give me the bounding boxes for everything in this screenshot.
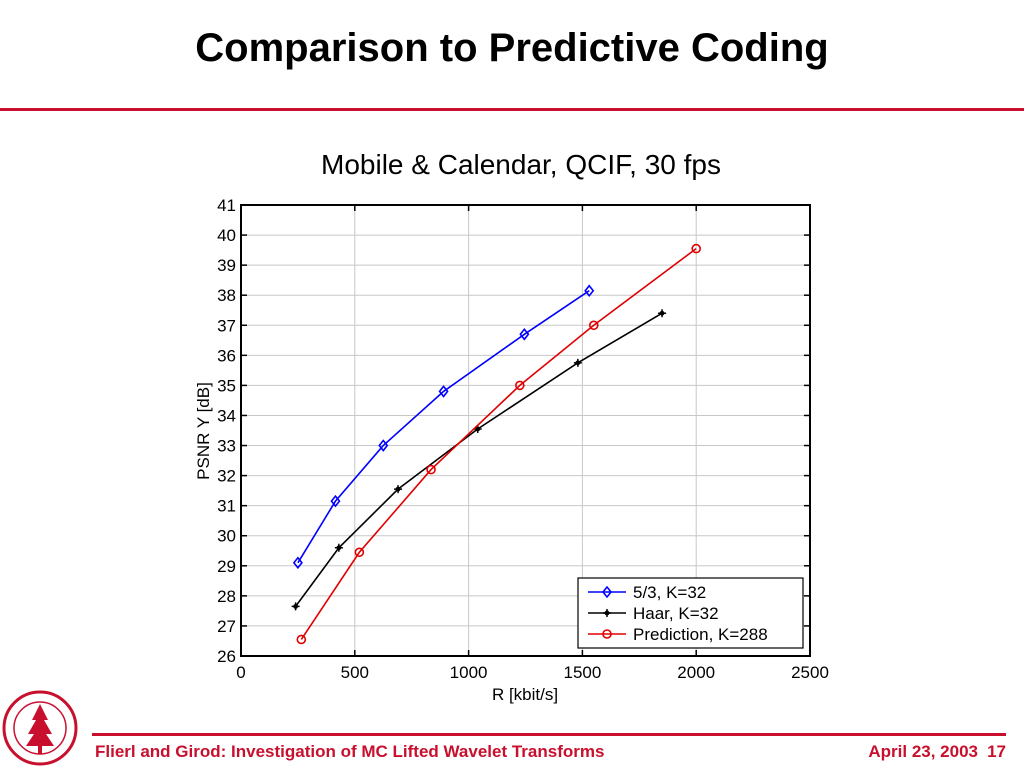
footer-divider [92,733,1006,736]
series-1 [292,284,595,570]
y-tick-label: 41 [217,196,236,215]
footer-left-text: Flierl and Girod: Investigation of MC Li… [95,742,605,761]
series-line [300,247,697,640]
x-tick-label: 2500 [791,663,829,682]
diamond-marker [330,494,341,508]
stanford-seal-icon [2,690,78,766]
plot-frame [240,204,811,657]
y-tick-label: 36 [217,346,236,365]
page-number: 17 [987,742,1006,761]
x-tick-label: 500 [341,663,369,682]
x-tick-label: 1500 [563,663,601,682]
x-axis-label: R [kbit/s] [492,685,558,704]
diamond-marker [519,328,530,341]
y-tick-label: 33 [217,437,236,456]
title-divider [0,108,1024,111]
y-tick-label: 27 [217,617,236,636]
y-tick-label: 39 [217,256,236,275]
y-tick-label: 31 [217,497,236,516]
circle-marker [296,634,307,645]
y-tick-label: 38 [217,286,236,305]
diamond-marker [292,556,303,570]
y-tick-label: 35 [217,376,236,395]
y-tick-label: 32 [217,467,236,486]
diamond-marker [378,439,389,452]
x-tick-label: 0 [236,663,245,682]
circle-marker [691,243,702,254]
legend-label: Haar, K=32 [633,604,719,623]
psnr-rate-chart: Mobile & Calendar, QCIF, 30 fps 0 500 1000… [194,149,829,704]
y-tick-label: 34 [217,406,236,425]
legend-label: Prediction, K=288 [633,625,768,644]
circle-marker [426,464,436,475]
chart-ticks: 0 500 1000 1500 2000 2500 26 27 28 29 30 31 32 33 34 35… [217,196,829,682]
circle-marker [602,629,612,639]
diamond-marker [438,385,449,398]
circle-marker [515,380,525,391]
chart-legend: 5/3, K=32 Haar, K=32 Prediction, K=288 [577,577,804,649]
y-tick-label: 28 [217,587,236,606]
x-tick-label: 2000 [677,663,715,682]
series-line [297,290,590,564]
y-tick-label: 30 [217,527,236,546]
chart-series [291,243,702,645]
slide-title: Comparison to Predictive Coding [195,26,829,70]
diamond-marker [584,284,595,297]
legend-item: Haar, K=32 [588,604,719,623]
y-tick-label: 40 [217,226,236,245]
legend-item: Prediction, K=288 [588,625,768,644]
legend-label: 5/3, K=32 [633,583,706,602]
series-2 [291,309,667,611]
series-line [294,312,663,607]
legend-item: 5/3, K=32 [588,583,706,602]
y-tick-label: 29 [217,557,236,576]
circle-marker [354,547,365,558]
x-tick-label: 1000 [450,663,488,682]
diamond-marker [601,585,613,599]
circle-marker [588,320,599,331]
y-tick-label: 26 [217,647,236,666]
y-tick-label: 37 [217,316,236,335]
chart-title: Mobile & Calendar, QCIF, 30 fps [321,149,721,180]
series-3 [296,243,702,645]
footer-date: April 23, 2003 [868,742,978,761]
y-axis-label: PSNR Y [dB] [194,382,213,480]
